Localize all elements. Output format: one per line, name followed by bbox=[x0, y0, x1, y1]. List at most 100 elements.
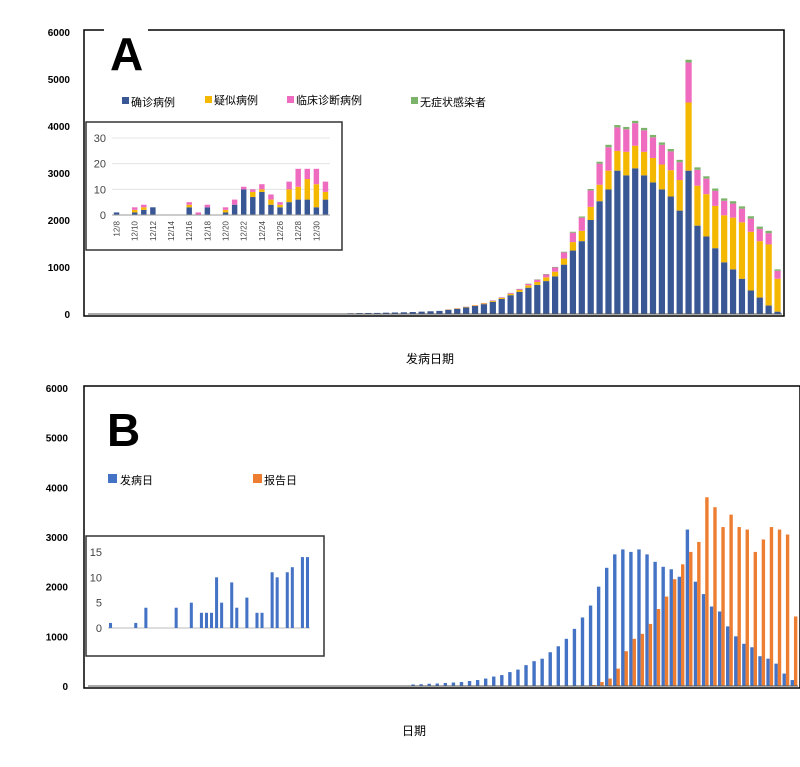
inset-bar-segment bbox=[295, 168, 301, 187]
bar bbox=[621, 549, 625, 686]
inset-bar-segment bbox=[204, 204, 211, 208]
inset-bar-segment bbox=[277, 204, 283, 208]
bar bbox=[608, 678, 612, 686]
bar bbox=[753, 551, 758, 686]
bar-segment bbox=[614, 150, 621, 171]
bar-segment bbox=[480, 304, 488, 314]
bar-segment bbox=[765, 305, 772, 314]
inset-bar-segment bbox=[322, 181, 329, 192]
bar-segment bbox=[721, 200, 728, 216]
y-tick-label: 6000 bbox=[46, 384, 69, 395]
bar bbox=[648, 623, 653, 686]
bar bbox=[681, 564, 685, 686]
inset-bar-segment bbox=[259, 189, 265, 192]
bar-segment bbox=[409, 312, 416, 314]
inset-bar-segment bbox=[195, 212, 202, 215]
bar bbox=[483, 678, 488, 686]
bar bbox=[613, 554, 617, 686]
inset-x-tick-label: 12/10 bbox=[131, 220, 140, 241]
inset-y-tick-label: 30 bbox=[94, 133, 106, 145]
inset-bar-segment bbox=[141, 204, 147, 208]
panel-a-label-box bbox=[104, 0, 148, 72]
bar-segment bbox=[569, 250, 577, 314]
legend-bg-asymptomatic bbox=[416, 92, 520, 112]
bar-segment bbox=[676, 210, 683, 314]
legend-bg-confirmed bbox=[128, 92, 192, 112]
bar-segment bbox=[738, 278, 746, 314]
inset-x-tick-label: 12/30 bbox=[312, 220, 321, 241]
bar-segment bbox=[374, 312, 381, 314]
panel-b-y-axis: 0 1000 2000 3000 4000 5000 6000 bbox=[46, 384, 69, 693]
bar-segment bbox=[480, 303, 488, 305]
bar-segment bbox=[418, 311, 425, 314]
panel-a-legend: 确诊病例 疑似病例 临床诊断病例 无症状感染者 bbox=[122, 90, 520, 112]
bar-segment bbox=[676, 159, 683, 163]
inset-bar-segment bbox=[259, 191, 265, 215]
inset-y-tick-label: 20 bbox=[94, 159, 106, 171]
bar-segment bbox=[658, 144, 665, 165]
bar bbox=[766, 658, 770, 686]
bar-segment bbox=[436, 310, 443, 314]
legend-bg-clinical bbox=[292, 90, 382, 112]
inset-bar-segment bbox=[222, 212, 229, 215]
bar-segment bbox=[382, 312, 390, 314]
bar bbox=[588, 605, 593, 686]
bar-segment bbox=[507, 293, 514, 294]
y-tick-label: 1000 bbox=[48, 263, 71, 274]
bar bbox=[645, 554, 649, 686]
inset-bar-segment bbox=[304, 199, 311, 215]
bar-segment bbox=[498, 297, 505, 299]
inset-bar-segment bbox=[250, 197, 256, 215]
bar bbox=[629, 551, 633, 686]
panel-a: A 0 1000 2000 3000 4000 5000 6000 发病日期 确诊病例 疑似… bbox=[48, 0, 785, 366]
bar-segment bbox=[703, 236, 710, 314]
inset-bar bbox=[300, 557, 304, 628]
bar-segment bbox=[747, 290, 754, 314]
legend-label-report: 报告日 bbox=[264, 473, 297, 487]
inset-bar-segment bbox=[131, 212, 138, 215]
inset-bar-segment bbox=[313, 168, 320, 185]
bar bbox=[443, 683, 448, 686]
bar bbox=[451, 682, 456, 686]
bar bbox=[459, 682, 464, 686]
bar-segment bbox=[560, 252, 568, 259]
bar-segment bbox=[658, 164, 665, 190]
inset-bar-segment bbox=[286, 181, 292, 190]
bar-segment bbox=[676, 180, 683, 211]
bar-segment bbox=[507, 293, 514, 296]
inset-bar-segment bbox=[250, 189, 256, 192]
y-tick-label: 4000 bbox=[46, 483, 69, 494]
inset-bar-segment bbox=[268, 199, 274, 205]
y-tick-label: 3000 bbox=[48, 169, 71, 180]
inset-bar bbox=[305, 557, 309, 628]
bar-segment bbox=[569, 242, 577, 251]
bar-segment bbox=[623, 126, 630, 130]
bar bbox=[467, 681, 472, 686]
bar-segment bbox=[712, 188, 719, 191]
bar-segment bbox=[498, 298, 505, 314]
bar-segment bbox=[667, 149, 674, 152]
inset-bar-segment bbox=[295, 186, 301, 200]
panel-a-frame bbox=[83, 29, 785, 317]
bar-segment bbox=[516, 290, 523, 292]
bar-segment bbox=[569, 231, 577, 233]
inset-x-tick-label: 12/14 bbox=[167, 220, 176, 241]
bar-segment bbox=[516, 289, 523, 291]
panel-a-bars bbox=[89, 59, 781, 314]
bar-segment bbox=[774, 278, 781, 312]
bar bbox=[734, 636, 738, 686]
bar bbox=[677, 576, 682, 686]
inset-bar bbox=[220, 602, 224, 628]
bar-segment bbox=[605, 170, 612, 190]
bar-segment bbox=[658, 189, 665, 314]
bar-segment bbox=[569, 232, 577, 243]
bar-segment bbox=[578, 216, 585, 218]
inset-bar bbox=[255, 612, 259, 628]
bar-segment bbox=[774, 270, 781, 279]
bar-segment bbox=[623, 151, 630, 176]
bar-segment bbox=[534, 282, 541, 285]
inset-bar-segment bbox=[113, 212, 120, 215]
bar-segment bbox=[427, 311, 434, 314]
